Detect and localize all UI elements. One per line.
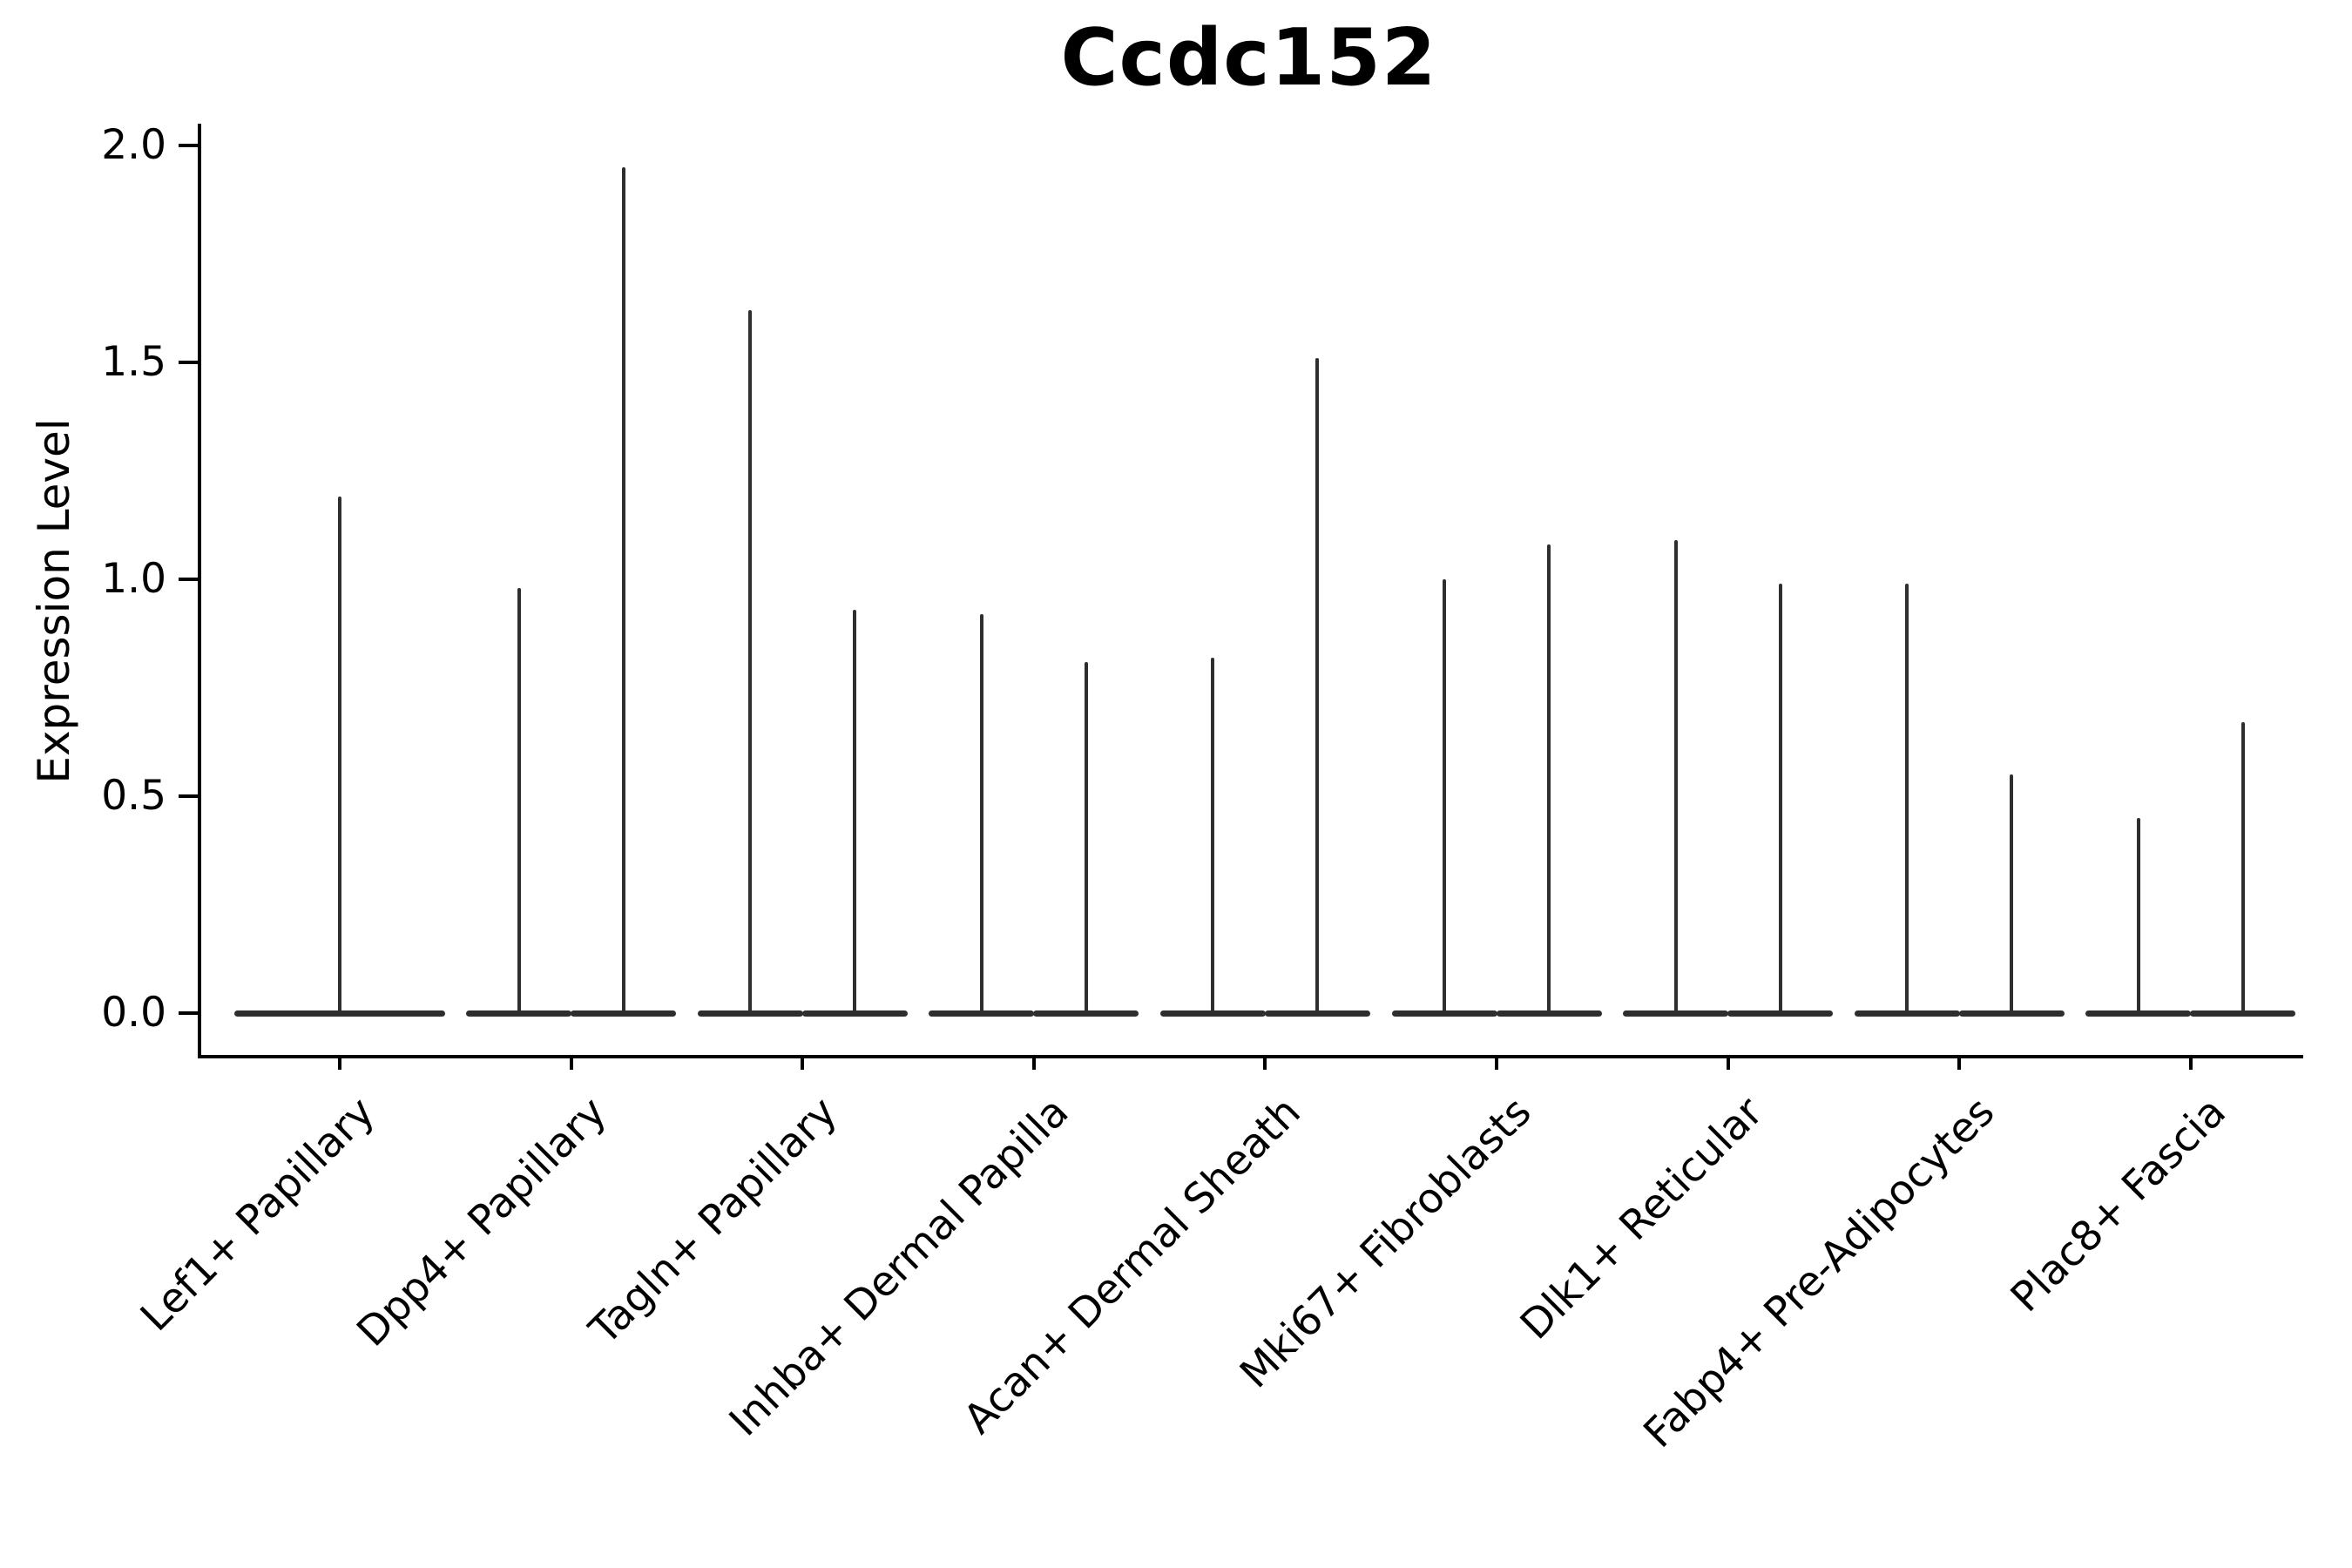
violin-base [2085,1010,2192,1017]
violin-spike [621,166,625,1013]
violin-spike [1211,657,1215,1013]
violin-base [1854,1010,1960,1017]
x-axis-label: Plac8+ Fascia [2001,1088,2235,1321]
violin-spike [979,613,983,1013]
plot-area: 2.0 1.5 1.0 0.5 0.0 Lef1+ Papillary Dpp4+ Papi… [101,121,2303,1457]
x-axis-label: Dlk1+ Reticular [1511,1088,1773,1349]
violin-base [697,1010,803,1017]
violin-base [1033,1010,1139,1017]
y-axis-tick-label: 1.5 [101,338,166,386]
violin-base [1264,1010,1370,1017]
violin-base [801,1010,908,1017]
y-axis-tick-label: 1.0 [101,555,166,603]
y-axis-tick-label: 0.5 [101,772,166,820]
y-axis-tick [179,794,198,798]
x-axis-tick [2188,1055,2193,1070]
violin-base [571,1010,677,1017]
violin-base [466,1010,572,1017]
violin-spike [2136,817,2140,1013]
y-axis-tick [179,578,198,581]
violin-base [1159,1010,1266,1017]
violin-spike [1084,661,1088,1013]
x-axis-tick [1495,1055,1498,1070]
violin-base [1623,1010,1729,1017]
violin-spike [853,609,857,1013]
violin-base [1727,1010,1834,1017]
violin-base [234,1010,445,1017]
violin-spike [1315,358,1320,1013]
violin-spike [1778,583,1782,1013]
x-axis-tick [1263,1055,1267,1070]
x-axis-tick [1726,1055,1730,1070]
x-axis-tick [801,1055,805,1070]
x-axis-tick [569,1055,573,1070]
chart-title: Ccdc152 [1060,12,1437,104]
x-axis-label: Tagln+ Papillary [580,1088,848,1355]
x-axis-label: Dpp4+ Papillary [347,1088,616,1356]
y-axis-tick-label: 0.0 [101,989,166,1037]
x-axis-tick [1031,1055,1036,1070]
violin-spike [517,587,521,1013]
violin-spike [1547,544,1551,1013]
y-axis-tick-label: 2.0 [101,121,166,169]
x-axis-tick [1957,1055,1962,1070]
violin-base [1496,1010,1602,1017]
violin-spike [338,497,341,1013]
violin-base [1958,1010,2065,1017]
y-axis-tick [179,361,198,364]
violin-base [1391,1010,1497,1017]
violin-spike [2240,722,2245,1013]
violin-spike [1905,583,1909,1013]
y-axis-tick [179,1011,198,1015]
x-axis-tick [338,1055,341,1070]
violin-spike [1443,579,1446,1013]
x-axis-label: Lef1+ Papillary [131,1088,384,1341]
violin-base [2190,1010,2296,1017]
violin-base [929,1010,1035,1017]
y-axis-tick [179,144,198,147]
violin-spike [2010,774,2014,1013]
violin-spike [748,310,753,1013]
violin-spike [1673,540,1678,1013]
